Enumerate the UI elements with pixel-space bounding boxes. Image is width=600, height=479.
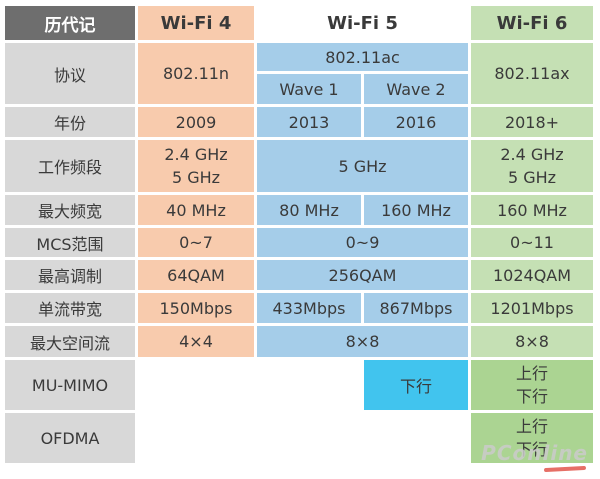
cell-band-wifi4: 2.4 GHz 5 GHz [138, 140, 254, 192]
row-ofdma: OFDMA 上行 下行 [5, 413, 593, 463]
cell-mcs-wifi5: 0~9 [257, 228, 468, 257]
cell-protocol-wifi5: 802.11ac [257, 43, 468, 71]
row-mu-mimo: MU-MIMO 下行 上行 下行 [5, 360, 593, 410]
row-label-max-bandwidth: 最大频宽 [5, 195, 135, 225]
cell-band-wifi6: 2.4 GHz 5 GHz [471, 140, 593, 192]
cell-mumimo-wave2: 下行 [364, 360, 468, 410]
cell-modulation-wifi5: 256QAM [257, 260, 468, 290]
cell-year-wave1: 2013 [257, 107, 361, 137]
cell-year-wifi4: 2009 [138, 107, 254, 137]
row-label-ofdma: OFDMA [5, 413, 135, 463]
cell-stream-wave2: 867Mbps [364, 293, 468, 323]
row-protocol-waves: Wave 1 Wave 2 [5, 74, 593, 104]
cell-bandwidth-wave2: 160 MHz [364, 195, 468, 225]
row-label-protocol: 协议 [5, 43, 135, 104]
watermark-logo-accent [543, 465, 587, 473]
cell-modulation-wifi4: 64QAM [138, 260, 254, 290]
column-header-wifi6: Wi-Fi 6 [471, 6, 593, 40]
cell-bandwidth-wifi4: 40 MHz [138, 195, 254, 225]
row-year: 年份 2009 2013 2016 2018+ [5, 107, 593, 137]
cell-spatial-wifi5: 8×8 [257, 326, 468, 357]
cell-stream-wave1: 433Mbps [257, 293, 361, 323]
row-mcs-range: MCS范围 0~7 0~9 0~11 [5, 228, 593, 257]
cell-spatial-wifi4: 4×4 [138, 326, 254, 357]
mumimo-wifi6-line1: 上行 [515, 364, 548, 383]
row-spatial-streams: 最大空间流 4×4 8×8 8×8 [5, 326, 593, 357]
cell-mumimo-wifi4-empty [138, 360, 254, 410]
column-header-wifi5: Wi-Fi 5 [257, 6, 468, 40]
watermark-text: PConline [481, 441, 588, 465]
cell-year-wifi6: 2018+ [471, 107, 593, 137]
cell-stream-wifi4: 150Mbps [138, 293, 254, 323]
row-label-mcs-range: MCS范围 [5, 228, 135, 257]
cell-protocol-wave2: Wave 2 [364, 74, 468, 104]
cell-bandwidth-wave1: 80 MHz [257, 195, 361, 225]
cell-mcs-wifi6: 0~11 [471, 228, 593, 257]
cell-protocol-wifi4: 802.11n [138, 43, 254, 104]
band-wifi6-line2: 5 GHz [507, 168, 557, 187]
row-label-spatial-streams: 最大空间流 [5, 326, 135, 357]
wifi-comparison-table: 历代记 Wi-Fi 4 Wi-Fi 5 Wi-Fi 6 协议 802.11n 8… [2, 3, 596, 466]
row-max-bandwidth: 最大频宽 40 MHz 80 MHz 160 MHz 160 MHz [5, 195, 593, 225]
column-header-wifi4: Wi-Fi 4 [138, 6, 254, 40]
cell-spatial-wifi6: 8×8 [471, 326, 593, 357]
cell-year-wave2: 2016 [364, 107, 468, 137]
ofdma-wifi6-line1: 上行 [515, 417, 548, 436]
cell-protocol-wifi6: 802.11ax [471, 43, 593, 104]
row-label-modulation: 最高调制 [5, 260, 135, 290]
row-band: 工作频段 2.4 GHz 5 GHz 5 GHz 2.4 GHz 5 GHz [5, 140, 593, 192]
header-row: 历代记 Wi-Fi 4 Wi-Fi 5 Wi-Fi 6 [5, 6, 593, 40]
watermark: PConline [481, 441, 588, 473]
ofdma-wifi6-line2: 下行 [515, 440, 548, 459]
cell-ofdma-wifi6: 上行 下行 [471, 413, 593, 463]
mumimo-wifi6-line2: 下行 [515, 387, 548, 406]
row-label-stream-rate: 单流带宽 [5, 293, 135, 323]
row-protocol: 协议 802.11n 802.11ac 802.11ax [5, 43, 593, 104]
cell-protocol-wave1: Wave 1 [257, 74, 361, 104]
wifi-generations-comparison-page: 历代记 Wi-Fi 4 Wi-Fi 5 Wi-Fi 6 协议 802.11n 8… [0, 3, 600, 473]
row-label-band: 工作频段 [5, 140, 135, 192]
row-modulation: 最高调制 64QAM 256QAM 1024QAM [5, 260, 593, 290]
cell-mcs-wifi4: 0~7 [138, 228, 254, 257]
cell-ofdma-wifi4-empty [138, 413, 254, 463]
cell-band-wifi5: 5 GHz [257, 140, 468, 192]
cell-mumimo-wave1-empty [257, 360, 361, 410]
band-wifi4-line1: 2.4 GHz [164, 145, 228, 164]
cell-bandwidth-wifi6: 160 MHz [471, 195, 593, 225]
cell-modulation-wifi6: 1024QAM [471, 260, 593, 290]
cell-stream-wifi6: 1201Mbps [471, 293, 593, 323]
cell-mumimo-wifi6: 上行 下行 [471, 360, 593, 410]
row-label-mu-mimo: MU-MIMO [5, 360, 135, 410]
row-stream-rate: 单流带宽 150Mbps 433Mbps 867Mbps 1201Mbps [5, 293, 593, 323]
band-wifi4-line2: 5 GHz [171, 168, 221, 187]
row-label-year: 年份 [5, 107, 135, 137]
band-wifi6-line1: 2.4 GHz [500, 145, 564, 164]
cell-ofdma-wifi5-empty [257, 413, 468, 463]
table-title-cell: 历代记 [5, 6, 135, 40]
